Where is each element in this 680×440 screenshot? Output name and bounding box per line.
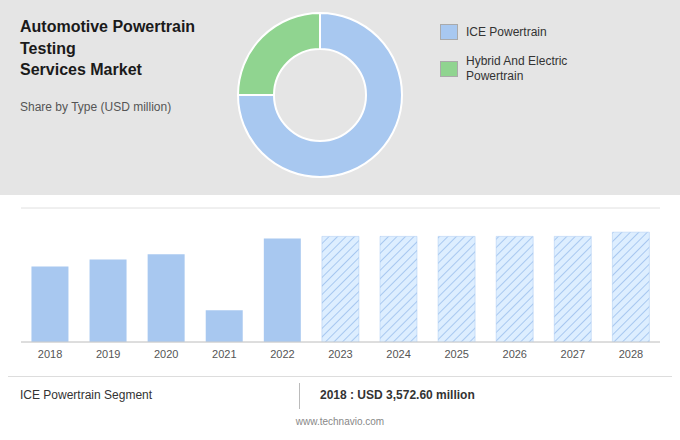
svg-text:2028: 2028	[619, 348, 643, 360]
svg-text:2020: 2020	[154, 348, 178, 360]
svg-text:2025: 2025	[444, 348, 468, 360]
html-text:Share by Type (USD million): Share by Type (USD million)	[20, 100, 172, 114]
html-text:ICE Powertrain Segment: ICE Powertrain Segment	[20, 388, 153, 402]
svg-text:2022: 2022	[270, 348, 294, 360]
html-text:www.technavio.com: www.technavio.com	[295, 416, 385, 427]
svg-text:2023: 2023	[328, 348, 352, 360]
svg-text:2019: 2019	[96, 348, 120, 360]
html-text:2018 : USD 3,572.60 million: 2018 : USD 3,572.60 million	[320, 388, 475, 402]
html-text:Hybrid And Electric Powertrain: Hybrid And Electric Powertrain	[466, 54, 568, 83]
svg-text:2026: 2026	[503, 348, 527, 360]
svg-text:2021: 2021	[212, 348, 236, 360]
html-text:ICE Powertrain: ICE Powertrain	[466, 24, 547, 39]
svg-text:2024: 2024	[386, 348, 410, 360]
svg-text:2018: 2018	[38, 348, 62, 360]
html-text:Automotive Powertrain Testing: Automotive Powertrain Testing Services M…	[20, 18, 196, 79]
svg-text:2027: 2027	[561, 348, 585, 360]
